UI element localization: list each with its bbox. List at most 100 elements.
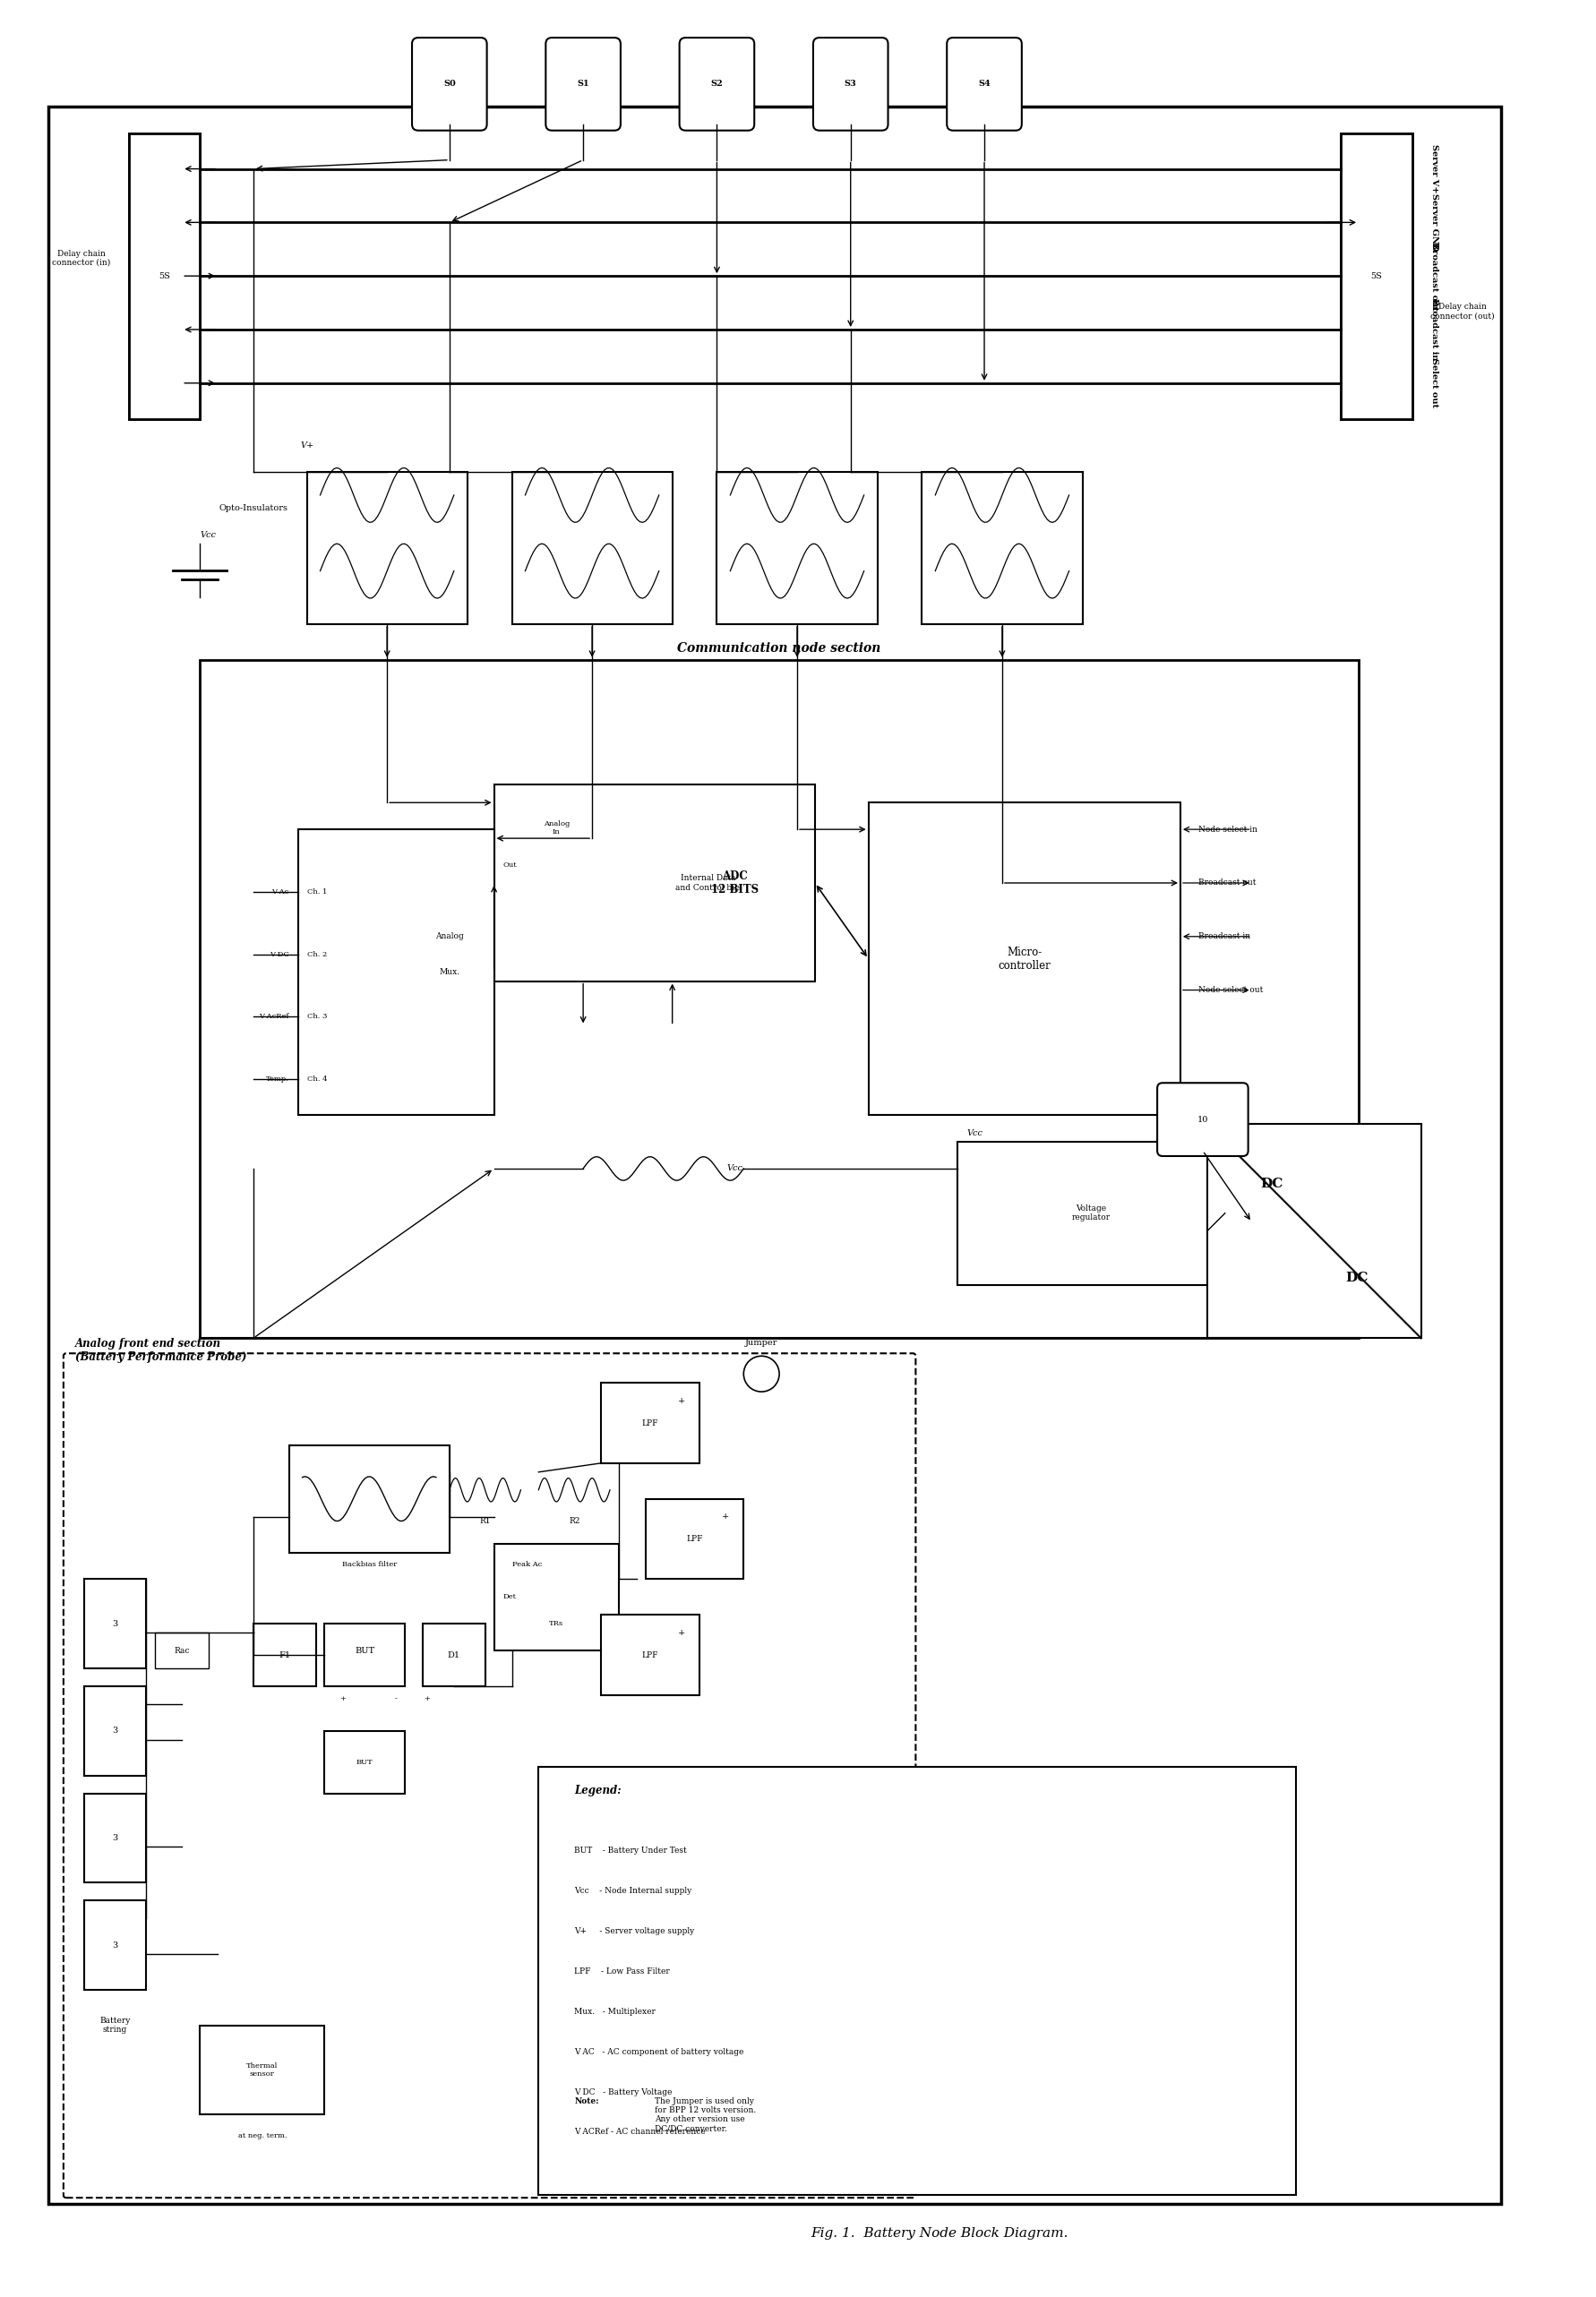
Bar: [85, 1794, 147, 1884]
Bar: [155, 1633, 209, 1668]
Text: LPF: LPF: [642, 1420, 658, 1426]
Text: Rac: Rac: [174, 1647, 190, 1654]
Bar: [602, 1383, 699, 1463]
Bar: [254, 1624, 316, 1686]
Text: DC: DC: [1259, 1178, 1283, 1190]
Text: Vcc: Vcc: [967, 1128, 983, 1137]
Text: Micro-
controller: Micro- controller: [998, 946, 1050, 972]
Text: Det: Det: [503, 1594, 517, 1601]
FancyBboxPatch shape: [812, 37, 887, 131]
Text: Broadcast in: Broadcast in: [1199, 933, 1250, 939]
Text: R2: R2: [568, 1516, 579, 1525]
Text: Broadcast out: Broadcast out: [1430, 241, 1438, 310]
Text: Communication node section: Communication node section: [677, 641, 881, 655]
Bar: [298, 829, 495, 1114]
Text: Vcc    - Node Internal supply: Vcc - Node Internal supply: [575, 1888, 691, 1895]
Text: Delay chain
connector (out): Delay chain connector (out): [1430, 303, 1494, 319]
Text: LPF: LPF: [686, 1534, 702, 1544]
Text: Node select in: Node select in: [1199, 825, 1258, 834]
Text: Ch. 1: Ch. 1: [306, 889, 327, 896]
Text: +: +: [340, 1695, 346, 1702]
Text: +: +: [678, 1629, 685, 1638]
Text: at neg. term.: at neg. term.: [238, 2132, 287, 2141]
Bar: [717, 473, 878, 625]
Text: Server V+: Server V+: [1430, 145, 1438, 193]
FancyBboxPatch shape: [680, 37, 755, 131]
Text: 3: 3: [112, 1833, 118, 1842]
Text: 3: 3: [112, 1619, 118, 1629]
Text: Voltage
regulator: Voltage regulator: [1073, 1204, 1111, 1222]
FancyBboxPatch shape: [946, 37, 1021, 131]
Text: 10: 10: [1197, 1116, 1208, 1123]
Text: The Jumper is used only
for BPP 12 volts version.
Any other version use
DC/DC co: The Jumper is used only for BPP 12 volts…: [654, 2097, 757, 2134]
Bar: [512, 473, 672, 625]
Text: LPF    - Low Pass Filter: LPF - Low Pass Filter: [575, 1969, 670, 1975]
Text: V Ac: V Ac: [271, 889, 289, 896]
Text: R1: R1: [479, 1516, 490, 1525]
Bar: [200, 659, 1358, 1339]
Text: 3: 3: [112, 1941, 118, 1950]
Text: BUT: BUT: [354, 1647, 375, 1654]
Text: Vcc: Vcc: [200, 531, 215, 540]
Bar: [200, 2026, 324, 2116]
Bar: [495, 1544, 619, 1652]
Text: Analog
In: Analog In: [543, 820, 570, 836]
Bar: [289, 1445, 450, 1553]
Text: D1: D1: [447, 1652, 460, 1658]
Text: Broadcast in: Broadcast in: [1430, 299, 1438, 361]
Text: V DC   - Battery Voltage: V DC - Battery Voltage: [575, 2088, 672, 2097]
Text: S0: S0: [444, 80, 456, 87]
Text: S3: S3: [844, 80, 857, 87]
Text: Analog front end section
(Battery Performance Probe): Analog front end section (Battery Perfor…: [75, 1339, 246, 1362]
Bar: [129, 133, 200, 418]
Bar: [324, 1732, 405, 1794]
Text: S1: S1: [578, 80, 589, 87]
Bar: [602, 1615, 699, 1695]
Text: TRs: TRs: [549, 1619, 563, 1626]
Text: V DC: V DC: [270, 951, 289, 958]
Bar: [85, 1686, 147, 1776]
Text: Ch. 4: Ch. 4: [306, 1075, 327, 1082]
Text: Internal Data
and Control bus: Internal Data and Control bus: [675, 875, 741, 891]
Text: Temp.: Temp.: [267, 1075, 289, 1082]
Bar: [85, 1578, 147, 1668]
Bar: [129, 133, 200, 418]
Text: Opto-Insulators: Opto-Insulators: [219, 503, 287, 512]
Text: Peak Ac: Peak Ac: [512, 1562, 541, 1569]
Bar: [324, 1624, 405, 1686]
Text: Select out: Select out: [1430, 358, 1438, 407]
Bar: [1341, 133, 1412, 418]
Text: F1: F1: [279, 1652, 290, 1658]
Text: V AcRef: V AcRef: [259, 1013, 289, 1020]
Bar: [645, 1500, 744, 1578]
Text: Jumper: Jumper: [745, 1339, 777, 1346]
Text: 3: 3: [112, 1727, 118, 1734]
Bar: [1341, 133, 1412, 418]
Text: BUT: BUT: [356, 1760, 373, 1766]
Text: Mux.: Mux.: [439, 967, 460, 976]
Text: Node select out: Node select out: [1199, 985, 1262, 995]
Text: +: +: [425, 1695, 431, 1702]
Text: +: +: [721, 1514, 729, 1521]
Text: Fig. 1.  Battery Node Block Diagram.: Fig. 1. Battery Node Block Diagram.: [811, 2228, 1068, 2240]
Text: Delay chain
connector (in): Delay chain connector (in): [53, 250, 110, 266]
FancyBboxPatch shape: [546, 37, 621, 131]
FancyBboxPatch shape: [64, 1353, 916, 2198]
Text: DC: DC: [1345, 1273, 1368, 1284]
Text: S2: S2: [710, 80, 723, 87]
Text: S4: S4: [978, 80, 991, 87]
Text: -: -: [394, 1695, 397, 1702]
FancyBboxPatch shape: [1157, 1082, 1248, 1155]
Text: Broadcast out: Broadcast out: [1199, 880, 1256, 887]
Bar: [922, 473, 1082, 625]
Text: Mux.   - Multiplexer: Mux. - Multiplexer: [575, 2008, 656, 2017]
Text: ADC
12 BITS: ADC 12 BITS: [710, 871, 758, 896]
Bar: [958, 1142, 1226, 1284]
Text: 5S: 5S: [158, 271, 169, 280]
Text: Thermal
sensor: Thermal sensor: [246, 2063, 278, 2079]
Text: Analog: Analog: [436, 933, 464, 939]
FancyBboxPatch shape: [412, 37, 487, 131]
Bar: [1207, 1123, 1420, 1339]
Bar: [868, 802, 1181, 1114]
Text: V ACRef - AC channel reference: V ACRef - AC channel reference: [575, 2127, 705, 2136]
